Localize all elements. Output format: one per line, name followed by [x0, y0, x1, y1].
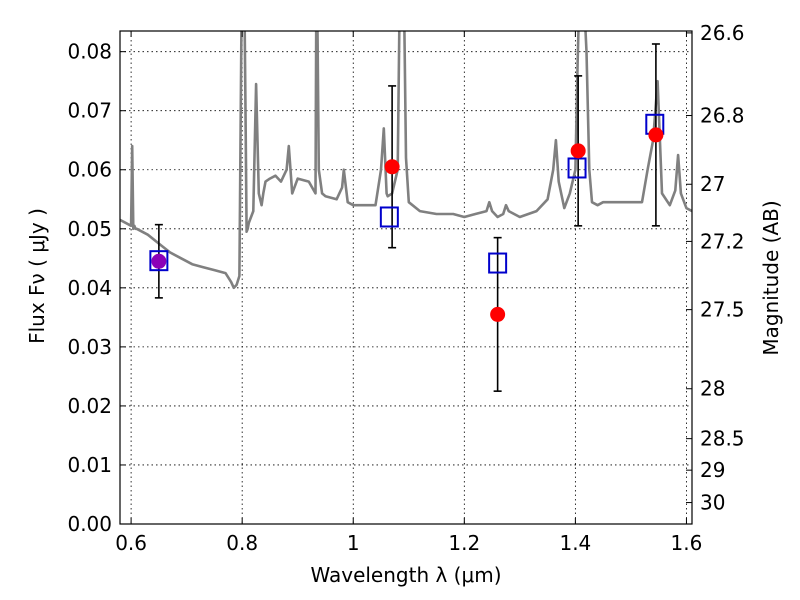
errorbar-layer: [154, 43, 660, 392]
y-tick-label: 0.01: [67, 453, 112, 477]
right-tick-label: 27.2: [700, 229, 745, 253]
model-band-square: [149, 250, 169, 272]
x-tick-label: 1: [347, 531, 360, 555]
axes-frame: [119, 30, 693, 525]
observed-point: [384, 159, 400, 175]
right-tick-label: 27: [700, 172, 725, 196]
observed-point: [151, 253, 167, 269]
model-spectrum-line: [120, 31, 692, 290]
model-band-square: [379, 206, 399, 228]
y-tick-label: 0.06: [67, 158, 112, 182]
right-tick-label: 26.6: [700, 21, 745, 45]
right-tick-label: 30: [700, 491, 725, 515]
y-tick-label: 0.00: [67, 512, 112, 536]
y-axis-label: Flux Fν ( μJy ): [25, 208, 49, 344]
model-band-square: [488, 252, 508, 274]
model-band-layer: [149, 113, 665, 274]
right-tick-label: 28.5: [700, 427, 745, 451]
observed-point: [570, 143, 586, 159]
y-tick-label: 0.03: [67, 335, 112, 359]
right-tick-label: 29: [700, 458, 725, 482]
right-tick-label: 26.8: [700, 104, 745, 128]
y-tick-label: 0.02: [67, 394, 112, 418]
observed-point: [490, 306, 506, 322]
y-tick-label: 0.07: [67, 99, 112, 123]
x-axis-label: Wavelength λ (μm): [310, 563, 501, 587]
tick-layer: 0.6 0.8 1 1.2 1.4 1.6 0.00 0.01 0.02 0.03 0.04 0.05…: [67, 21, 744, 555]
right-tick-label: 27.5: [700, 298, 745, 322]
x-tick-label: 0.6: [115, 531, 147, 555]
y-tick-label: 0.04: [67, 276, 112, 300]
right-tick-label: 28: [700, 377, 725, 401]
x-tick-label: 1.6: [671, 531, 703, 555]
plot-frame: [119, 30, 693, 525]
right-axis-label: Magnitude (AB): [759, 200, 783, 355]
x-tick-label: 1.4: [559, 531, 591, 555]
observed-points-layer: [151, 127, 664, 322]
observed-point: [648, 127, 664, 143]
model-spectrum-layer: [120, 31, 692, 290]
model-band-square: [567, 157, 587, 179]
x-tick-label: 0.8: [226, 531, 258, 555]
y-tick-label: 0.08: [67, 40, 112, 64]
x-tick-label: 1.2: [448, 531, 480, 555]
y-tick-label: 0.05: [67, 217, 112, 241]
